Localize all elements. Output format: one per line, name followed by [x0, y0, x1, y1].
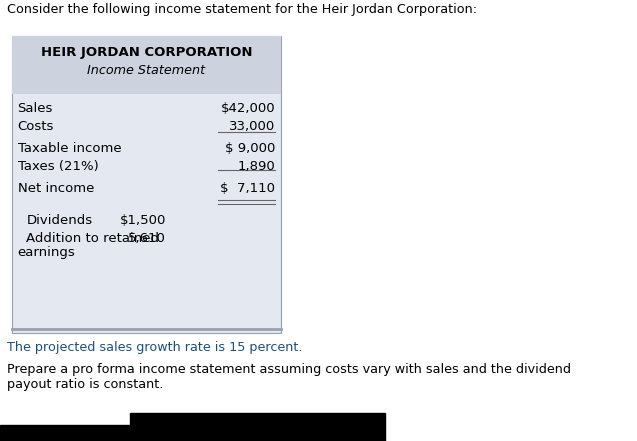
Bar	[0, 425, 130, 441]
Text: $ 9,000: $ 9,000	[225, 142, 275, 155]
Bar	[130, 413, 385, 441]
Text: Addition to retained: Addition to retained	[26, 232, 159, 245]
FancyBboxPatch shape	[12, 36, 281, 333]
Text: Prepare a pro forma income statement assuming costs vary with sales and the divi: Prepare a pro forma income statement ass…	[7, 363, 571, 391]
Text: Taxes (21%): Taxes (21%)	[18, 160, 98, 173]
Text: earnings: earnings	[18, 246, 75, 259]
Text: Net income: Net income	[18, 182, 94, 195]
Text: Consider the following income statement for the Heir Jordan Corporation:: Consider the following income statement …	[7, 3, 477, 16]
Text: $42,000: $42,000	[221, 102, 275, 115]
Text: Income Statement: Income Statement	[87, 64, 206, 77]
Text: HEIR JORDAN CORPORATION: HEIR JORDAN CORPORATION	[41, 46, 252, 59]
Text: 1,890: 1,890	[238, 160, 275, 173]
Text: 5,610: 5,610	[129, 232, 166, 245]
Text: 33,000: 33,000	[229, 120, 275, 133]
Text: $1,500: $1,500	[120, 214, 166, 227]
Text: Costs: Costs	[18, 120, 54, 133]
Text: Taxable income: Taxable income	[18, 142, 121, 155]
Text: Sales: Sales	[18, 102, 53, 115]
FancyBboxPatch shape	[12, 36, 281, 94]
Text: Dividends: Dividends	[26, 214, 92, 227]
Text: $  7,110: $ 7,110	[220, 182, 275, 195]
Text: The projected sales growth rate is 15 percent.: The projected sales growth rate is 15 pe…	[7, 341, 303, 354]
